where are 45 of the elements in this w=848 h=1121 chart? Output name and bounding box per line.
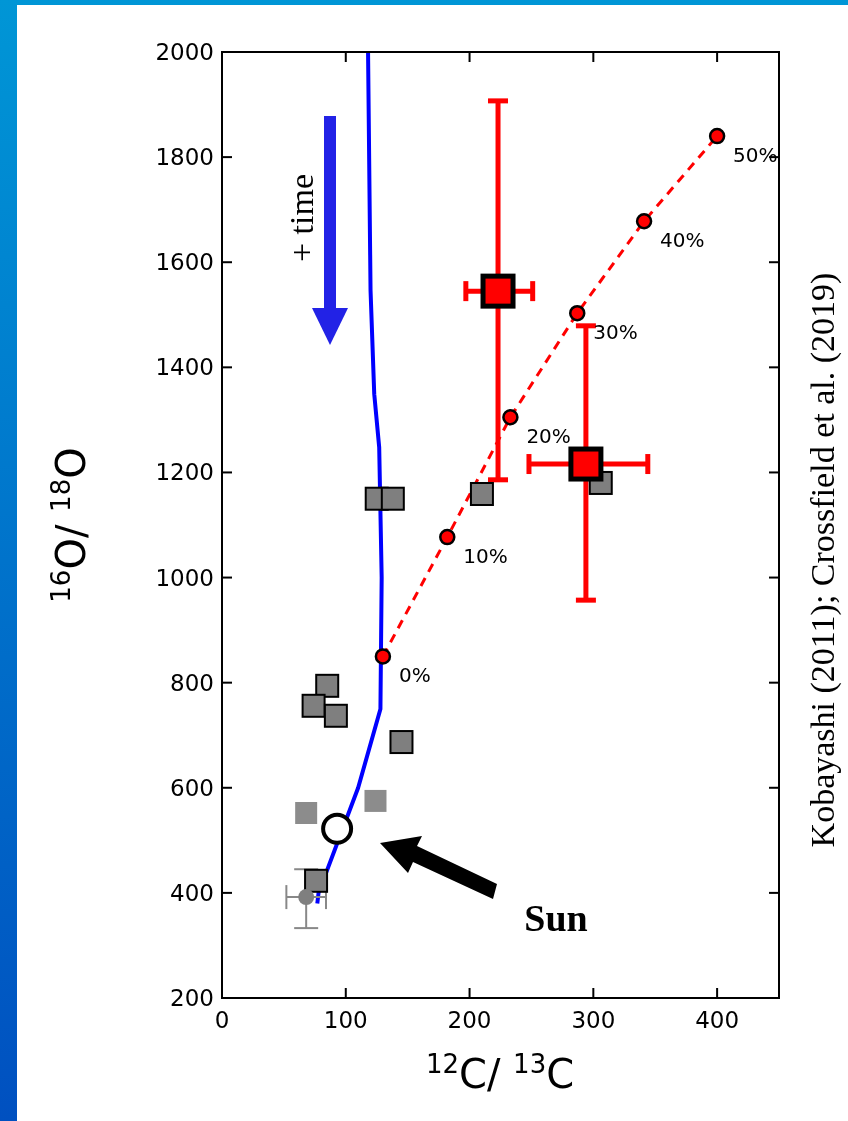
point — [502, 409, 519, 426]
point — [364, 789, 387, 812]
y-tick-label: 1600 — [155, 249, 214, 276]
y-tick-label: 1200 — [155, 459, 214, 486]
point — [315, 673, 340, 698]
y-tick-label: 800 — [170, 669, 214, 696]
point — [568, 304, 586, 322]
point — [389, 730, 414, 755]
annotation: 20% — [526, 424, 571, 449]
x-tick-label: 200 — [447, 1007, 492, 1033]
point — [298, 889, 315, 906]
y-tick-label: 2000 — [155, 39, 214, 65]
point — [439, 528, 456, 546]
x-tick-label: 400 — [695, 1007, 740, 1033]
point — [295, 802, 318, 824]
point — [304, 868, 329, 893]
annotation: 30% — [593, 320, 638, 345]
annotation: + time — [282, 173, 320, 263]
annotation: Sun — [524, 896, 588, 939]
point — [301, 693, 326, 718]
y-tick-label: 600 — [170, 774, 214, 801]
point — [321, 812, 354, 845]
annotation: 40% — [660, 228, 705, 253]
annotation: 50% — [733, 143, 778, 168]
x-tick-label: 0 — [214, 1007, 230, 1033]
point — [374, 648, 392, 665]
x-tick-label: 300 — [571, 1007, 616, 1033]
point — [469, 481, 494, 506]
y-tick-label: 1000 — [155, 564, 214, 591]
y-tick-label: 1800 — [155, 144, 214, 171]
x-tick-label: 100 — [323, 1007, 368, 1033]
point — [708, 127, 726, 145]
x-axis-title: $^{12}$C/ $^{13}$C — [425, 1049, 575, 1097]
point — [568, 446, 604, 482]
text: Kobayashi (2011); Crossfield et al. (2019) — [803, 272, 842, 848]
point — [635, 212, 653, 230]
point — [380, 486, 405, 511]
annotation: 10% — [463, 544, 508, 569]
point — [323, 703, 348, 728]
line-series — [315, 52, 384, 906]
annotation: 0% — [398, 663, 431, 688]
y-tick-label: 200 — [170, 985, 214, 1011]
y-tick-label: 400 — [170, 879, 214, 906]
y-tick-label: 1400 — [155, 354, 214, 381]
point — [480, 273, 516, 309]
